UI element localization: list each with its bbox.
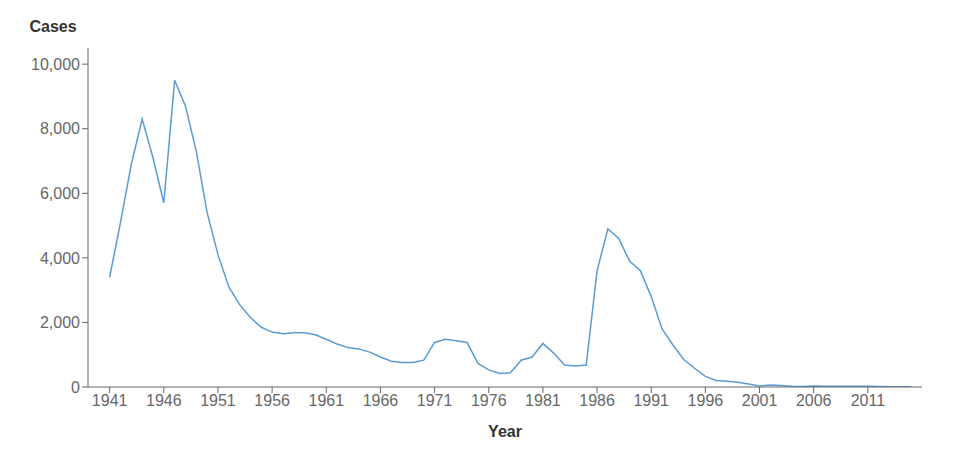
svg-text:1941: 1941 bbox=[92, 392, 128, 409]
svg-text:1961: 1961 bbox=[308, 392, 344, 409]
svg-text:2,000: 2,000 bbox=[40, 314, 80, 331]
svg-text:2001: 2001 bbox=[742, 392, 778, 409]
svg-text:1991: 1991 bbox=[633, 392, 669, 409]
svg-text:2006: 2006 bbox=[796, 392, 832, 409]
svg-text:1971: 1971 bbox=[417, 392, 453, 409]
svg-text:1966: 1966 bbox=[363, 392, 399, 409]
svg-text:10,000: 10,000 bbox=[31, 56, 80, 73]
svg-text:1956: 1956 bbox=[254, 392, 290, 409]
svg-text:8,000: 8,000 bbox=[40, 120, 80, 137]
svg-text:4,000: 4,000 bbox=[40, 250, 80, 267]
svg-text:1981: 1981 bbox=[525, 392, 561, 409]
svg-text:1951: 1951 bbox=[200, 392, 236, 409]
svg-text:0: 0 bbox=[71, 379, 80, 396]
svg-text:6,000: 6,000 bbox=[40, 185, 80, 202]
svg-text:1976: 1976 bbox=[471, 392, 507, 409]
svg-text:2011: 2011 bbox=[851, 392, 886, 409]
svg-text:1986: 1986 bbox=[579, 392, 615, 409]
svg-text:Year: Year bbox=[488, 423, 522, 440]
svg-text:Cases: Cases bbox=[29, 18, 76, 35]
svg-text:1946: 1946 bbox=[146, 392, 182, 409]
svg-text:1996: 1996 bbox=[688, 392, 724, 409]
